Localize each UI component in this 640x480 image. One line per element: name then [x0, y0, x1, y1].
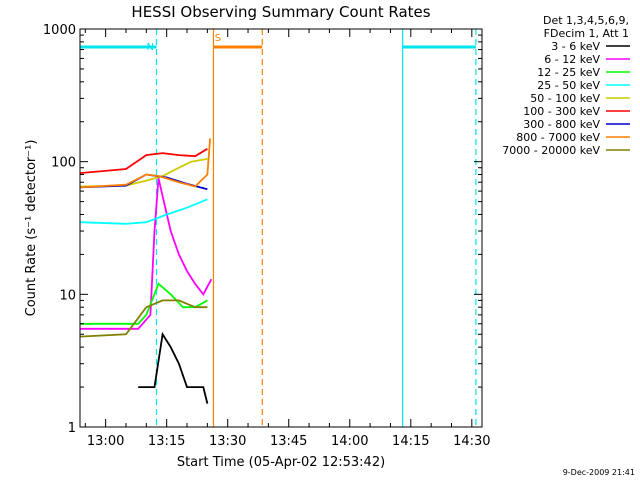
- y-tick-label-2: 100: [51, 156, 76, 171]
- series-line-7: [80, 138, 472, 205]
- x-tick-label-3: 13:45: [270, 434, 307, 449]
- series-line-5: [80, 149, 472, 181]
- legend-header-1: FDecim 1, Att 1: [544, 27, 629, 40]
- y-axis: 1 10 100 1000: [43, 23, 482, 436]
- annotation-label-0: N: [147, 42, 154, 53]
- x-axis-label: Start Time (05-Apr-02 12:53:42): [177, 455, 385, 470]
- x-axis: 13:00 13:15 13:30 13:45 14:00 14:15 14:30: [84, 29, 491, 449]
- legend-label-0: 3 - 6 keV: [551, 40, 600, 53]
- series-line-8: [80, 300, 472, 340]
- x-tick-label-5: 14:15: [392, 434, 429, 449]
- legend-label-2: 12 - 25 keV: [537, 66, 600, 79]
- legend-label-8: 7000 - 20000 keV: [502, 144, 600, 157]
- y-tick-label-3: 1000: [43, 23, 76, 38]
- legend-label-6: 300 - 800 keV: [523, 118, 600, 131]
- x-tick-label-4: 14:00: [331, 434, 368, 449]
- series-line-1: [80, 178, 407, 427]
- plot-area: NS: [80, 29, 477, 427]
- footer-date: 9-Dec-2009 21:41: [563, 468, 635, 477]
- series-line-2: [80, 284, 472, 347]
- x-tick-label-2: 13:30: [209, 434, 246, 449]
- x-tick-label-6: 14:30: [453, 434, 490, 449]
- series-line-4: [80, 159, 472, 189]
- y-tick-label-1: 10: [59, 288, 76, 303]
- legend-label-3: 25 - 50 keV: [537, 79, 600, 92]
- plot-frame: [79, 28, 483, 428]
- legend-label-5: 100 - 300 keV: [523, 105, 600, 118]
- legend-header-0: Det 1,3,4,5,6,9,: [543, 14, 629, 27]
- legend: Det 1,3,4,5,6,9,FDecim 1, Att 13 - 6 keV…: [502, 14, 630, 157]
- x-tick-label-0: 13:00: [87, 434, 124, 449]
- series-line-3: [80, 199, 472, 227]
- legend-label-1: 6 - 12 keV: [544, 53, 600, 66]
- chart-title: HESSI Observing Summary Count Rates: [131, 3, 430, 21]
- x-tick-label-1: 13:15: [148, 434, 185, 449]
- y-axis-label: Count Rate (s⁻¹ detector⁻¹): [24, 140, 39, 317]
- y-tick-label-0: 1: [68, 421, 76, 436]
- annotation-label-1: S: [215, 33, 221, 44]
- legend-label-4: 50 - 100 keV: [530, 92, 600, 105]
- legend-label-7: 800 - 7000 keV: [516, 131, 600, 144]
- series-line-0: [138, 334, 390, 403]
